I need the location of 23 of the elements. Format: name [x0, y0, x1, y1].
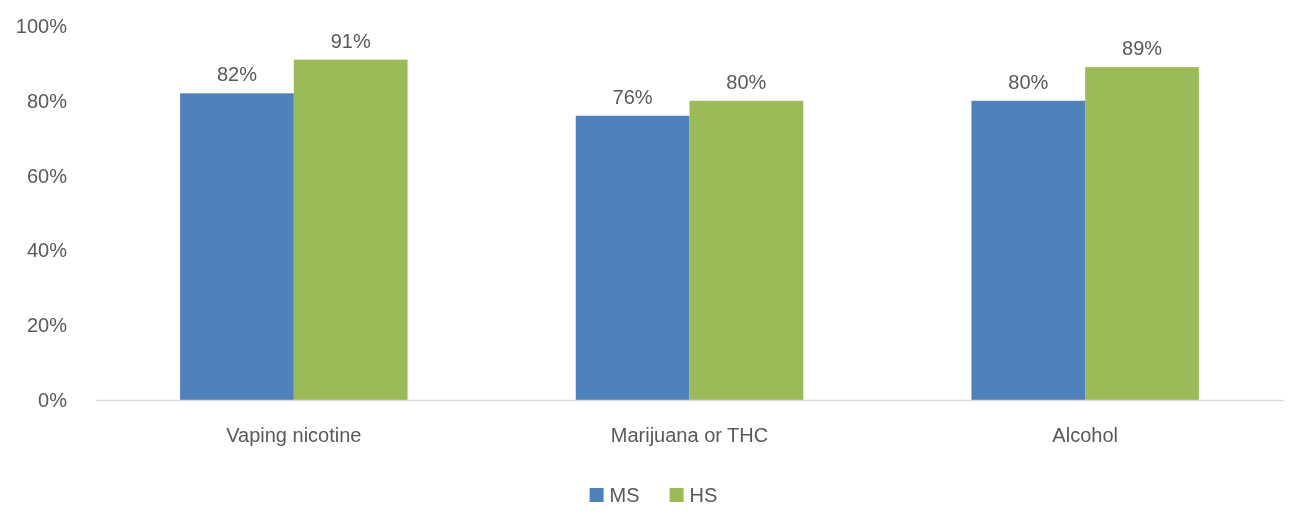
x-tick-label: Marijuana or THC [610, 424, 769, 447]
bar [689, 100, 804, 400]
y-tick-label: 80% [26, 89, 68, 112]
bar [180, 93, 294, 400]
y-tick-label: 0% [38, 388, 68, 411]
legend-label: MS [609, 484, 640, 506]
data-label: 89% [1122, 37, 1163, 60]
legend-label: HS [689, 484, 718, 506]
bar [575, 115, 690, 400]
y-tick-label: 60% [26, 164, 68, 187]
data-label: 82% [216, 63, 258, 86]
x-tick-label: Vaping nicotine [226, 424, 362, 447]
data-label: 91% [330, 29, 371, 52]
data-label: 80% [1008, 70, 1049, 93]
bar [293, 59, 408, 400]
data-label: 80% [726, 70, 767, 93]
data-label: 76% [612, 85, 653, 108]
y-tick-label: 40% [26, 239, 68, 262]
y-tick-label: 20% [26, 314, 68, 337]
bar [1085, 67, 1199, 400]
x-tick-label: Alcohol [1052, 424, 1118, 447]
bar [971, 100, 1086, 400]
y-tick-label: 100% [15, 14, 68, 37]
